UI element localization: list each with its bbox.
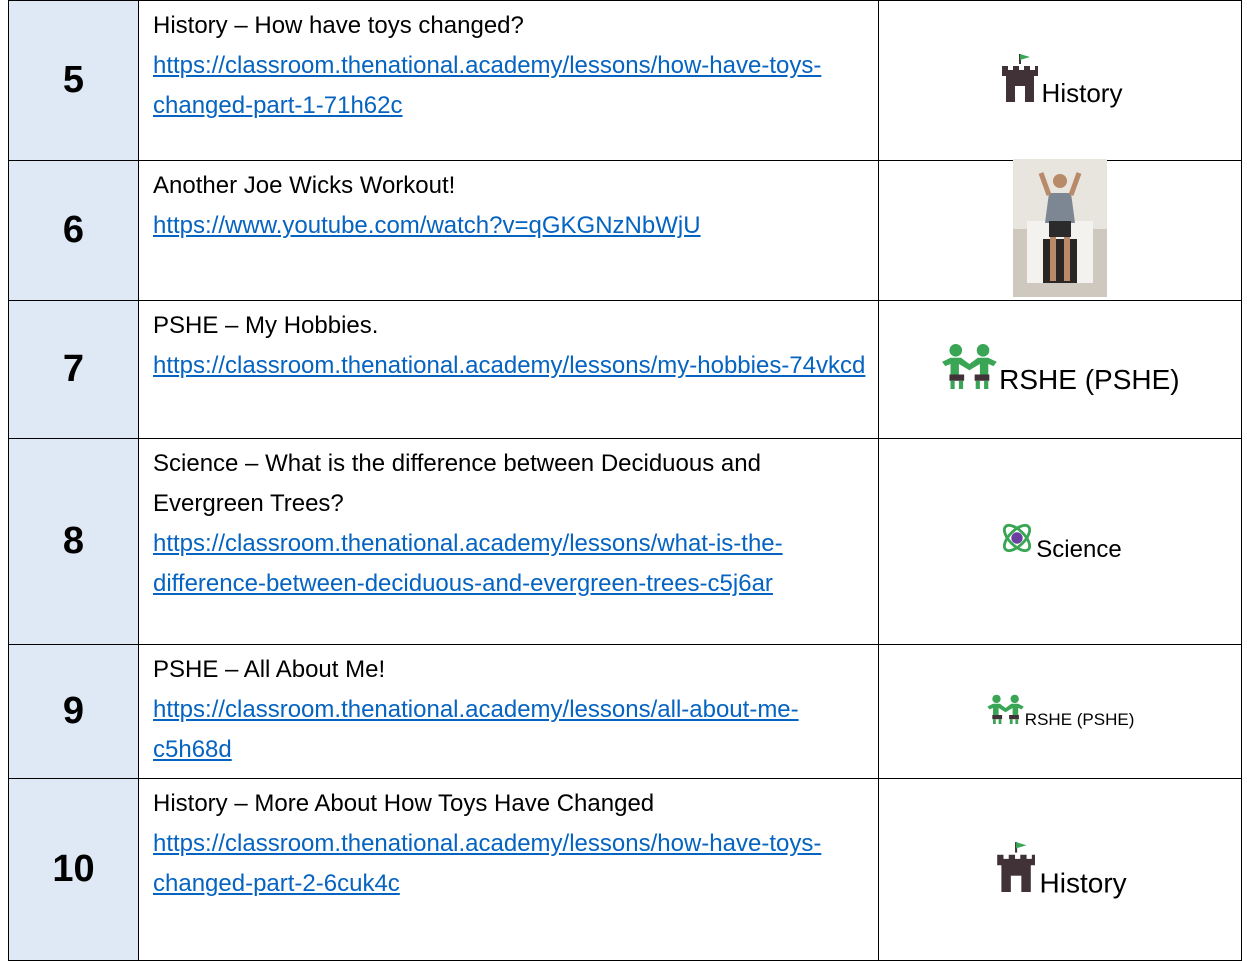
lesson-link[interactable]: https://classroom.thenational.academy/le… [153,52,822,119]
lesson-cell: PSHE – All About Me! https://classroom.th… [138,644,879,779]
badge-label: RSHE (PSHE) [1024,709,1135,729]
lesson-cell: PSHE – My Hobbies. https://classroom.then… [138,300,879,439]
workout-photo [1013,158,1107,302]
image-cell: RSHE (PSHE) [878,644,1242,779]
image-cell [878,158,1242,302]
number-cell: 5 [8,0,139,161]
subject-badge: Science [998,519,1122,564]
lesson-link[interactable]: https://classroom.thenational.academy/le… [153,530,783,597]
image-cell: History [878,0,1242,161]
lesson-cell: History – How have toys changed? https://… [138,0,879,161]
number-cell: 10 [8,778,139,961]
number-cell: 6 [8,160,139,301]
lesson-cell: Another Joe Wicks Workout! https://www.yo… [138,160,879,301]
number-cell: 8 [8,438,139,645]
subject-badge: History [998,52,1123,109]
lesson-cell: Science – What is the difference between… [138,438,879,645]
row-number: 7 [62,348,85,390]
badge-label: RSHE (PSHE) [999,364,1180,396]
subject-badge: RSHE (PSHE) [940,343,1180,396]
lesson-link[interactable]: https://classroom.thenational.academy/le… [153,696,799,763]
lesson-title: PSHE – My Hobbies. [153,312,379,339]
lesson-cell: History – More About How Toys Have Chang… [138,778,879,961]
lesson-link[interactable]: https://classroom.thenational.academy/le… [153,830,822,897]
number-cell: 9 [8,644,139,779]
badge-icon [998,523,1036,561]
badge-label: History [1039,867,1127,899]
row-number: 6 [62,209,85,251]
lesson-title: Another Joe Wicks Workout! [153,172,456,199]
badge-icon [993,841,1039,896]
number-cell: 7 [8,300,139,439]
subject-badge: RSHE (PSHE) [986,694,1135,730]
row-number: 10 [52,848,95,890]
badge-icon [998,54,1042,106]
subject-badge: History [993,840,1127,900]
lesson-title: Science – What is the difference between… [153,450,761,517]
row-number: 9 [62,690,85,732]
lesson-title: History – More About How Toys Have Chang… [153,790,655,817]
lesson-link[interactable]: https://classroom.thenational.academy/le… [153,352,866,379]
row-number: 8 [62,520,85,562]
image-cell: Science [878,438,1242,645]
row-number: 5 [62,59,85,101]
image-cell: RSHE (PSHE) [878,300,1242,439]
lesson-link[interactable]: https://www.youtube.com/watch?v=qGKGNzNb… [153,212,701,239]
badge-icon [940,343,999,393]
lesson-title: PSHE – All About Me! [153,656,386,683]
image-cell: History [878,778,1242,961]
badge-icon [986,694,1025,728]
badge-label: Science [1036,536,1122,563]
lesson-title: History – How have toys changed? [153,12,524,39]
badge-label: History [1041,78,1123,108]
